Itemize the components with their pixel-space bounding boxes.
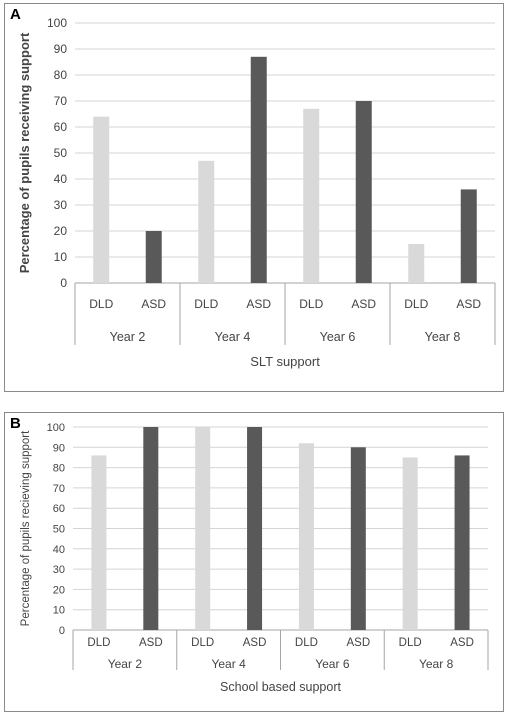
chart-panel-b: B 0 10 20 30 40 50 60 70 80 90 100 Percentage of pu…	[4, 412, 504, 712]
bar-dld-year-2	[91, 455, 107, 630]
chart-panel-a: A 0 10 20 30 40 50 60 70 80 90 100 Percentage of pu…	[4, 3, 504, 392]
category-label: DLD	[89, 297, 113, 311]
group-label: Year 2	[108, 657, 143, 671]
bar-dld-year-8	[408, 244, 425, 283]
bar-asd-year-8	[460, 189, 477, 283]
category-label: ASD	[246, 297, 271, 311]
group-label: Year 4	[211, 657, 246, 671]
bar-dld-year-6	[298, 443, 314, 630]
bar-asd-year-8	[454, 455, 470, 630]
y-tick-label: 100	[47, 16, 67, 30]
y-tick-label: 30	[53, 564, 65, 576]
y-tick-label: 20	[53, 584, 65, 596]
x-axis-label: SLT support	[250, 354, 320, 369]
y-tick-label: 30	[54, 198, 68, 212]
y-tick-label: 90	[53, 442, 65, 454]
bar-asd-year-4	[247, 427, 263, 630]
group-label: Year 6	[320, 330, 356, 344]
group-label: Year 6	[315, 657, 350, 671]
y-tick-label: 10	[53, 605, 65, 617]
y-tick-label: 20	[54, 224, 68, 238]
y-axis-label: Percentage of pupils recieving support	[20, 430, 32, 626]
bar-dld-year-6	[303, 108, 320, 283]
y-tick-label: 0	[59, 625, 65, 637]
y-tick-label: 70	[54, 94, 68, 108]
y-tick-label: 50	[53, 524, 65, 536]
x-axis-label: School based support	[220, 680, 341, 694]
y-tick-label: 40	[54, 172, 68, 186]
category-label: DLD	[87, 637, 110, 649]
y-tick-label: 10	[54, 250, 68, 264]
bar-dld-year-8	[402, 457, 418, 630]
category-label: ASD	[141, 297, 166, 311]
y-axis-label: Percentage of pupils receiving support	[17, 32, 32, 273]
group-label: Year 2	[110, 330, 146, 344]
category-label: ASD	[456, 297, 481, 311]
category-label: DLD	[191, 637, 214, 649]
bar-dld-year-2	[93, 116, 110, 283]
category-label: ASD	[139, 637, 163, 649]
y-tick-label: 80	[53, 463, 65, 475]
panel-label-b: B	[10, 415, 21, 432]
group-label: Year 8	[425, 330, 461, 344]
bar-asd-year-6	[350, 447, 366, 630]
category-label: DLD	[194, 297, 218, 311]
category-label: DLD	[299, 297, 323, 311]
category-label: DLD	[399, 637, 422, 649]
bar-asd-year-6	[355, 101, 372, 283]
bar-dld-year-4	[198, 160, 215, 283]
y-tick-label: 100	[47, 422, 65, 434]
bar-dld-year-4	[195, 427, 211, 630]
panel-label-a: A	[10, 6, 21, 23]
y-tick-label: 60	[54, 120, 68, 134]
y-tick-label: 60	[53, 503, 65, 515]
bar-asd-year-2	[143, 427, 159, 630]
group-label: Year 4	[215, 330, 251, 344]
slt-support-chart: 0 10 20 30 40 50 60 70 80 90 100 Percentage of pupi…	[17, 16, 496, 369]
y-tick-label: 90	[54, 42, 68, 56]
category-label: ASD	[450, 637, 474, 649]
y-tick-label: 50	[54, 146, 68, 160]
category-label: ASD	[243, 637, 267, 649]
school-support-chart: 0 10 20 30 40 50 60 70 80 90 100 Percentage of pupi…	[20, 422, 489, 694]
category-label: DLD	[295, 637, 318, 649]
group-label: Year 8	[419, 657, 454, 671]
category-label: ASD	[351, 297, 376, 311]
y-tick-label: 70	[53, 483, 65, 495]
bar-asd-year-4	[250, 56, 267, 283]
category-label: DLD	[404, 297, 428, 311]
bar-asd-year-2	[145, 231, 162, 283]
y-tick-label: 80	[54, 68, 68, 82]
y-tick-label: 40	[53, 544, 65, 556]
category-label: ASD	[346, 637, 370, 649]
y-tick-label: 0	[60, 276, 67, 290]
